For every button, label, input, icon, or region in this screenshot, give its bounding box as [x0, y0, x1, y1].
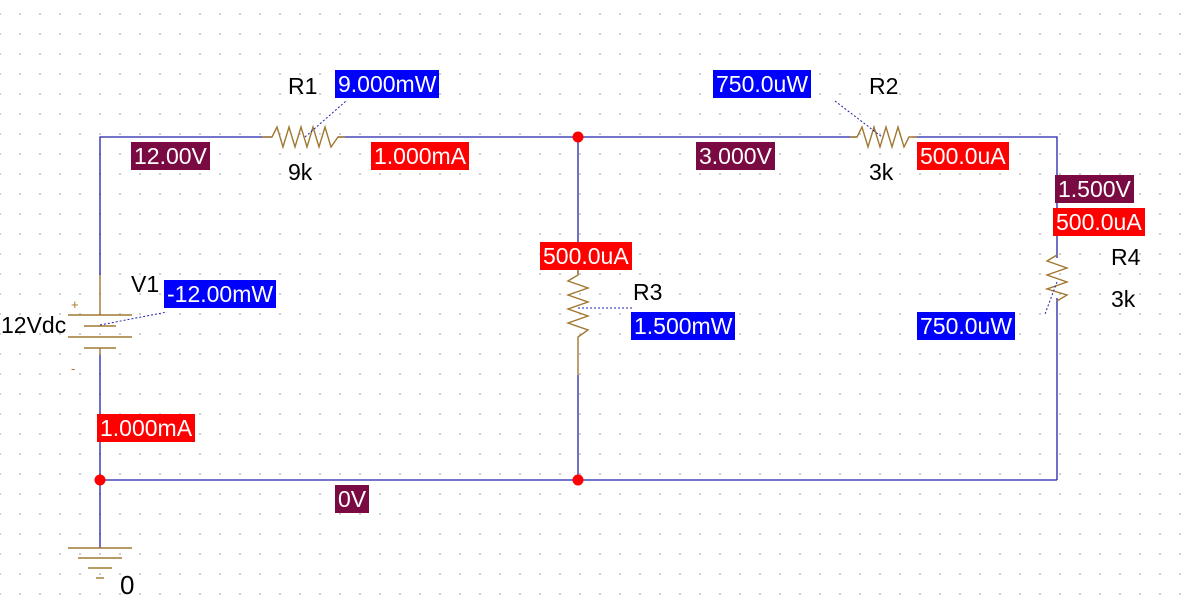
power-marker-r4[interactable]: 750.0uW	[917, 312, 1016, 340]
voltage-marker-n1[interactable]: 12.00V	[131, 142, 210, 170]
r4-value-label[interactable]: 3k	[1111, 286, 1136, 312]
r1-value-label[interactable]: 9k	[288, 159, 313, 185]
current-marker-v1[interactable]: 1.000mA	[97, 414, 196, 442]
current-marker-r4[interactable]: 500.0uA	[1053, 208, 1145, 236]
v1-value-label[interactable]: 12Vdc	[1, 312, 67, 338]
resistor-r2-symbol[interactable]	[850, 124, 917, 150]
power-marker-r2[interactable]: 750.0uW	[713, 70, 812, 98]
resistor-r1-symbol[interactable]	[262, 124, 345, 150]
power-marker-r3[interactable]: 1.500mW	[631, 312, 736, 340]
ground-symbol[interactable]	[68, 547, 132, 579]
voltage-marker-ground[interactable]: 0V	[335, 485, 370, 513]
power-marker-r1[interactable]: 9.000mW	[335, 70, 440, 98]
resistor-r4-symbol[interactable]	[1044, 254, 1070, 302]
components	[68, 124, 1070, 579]
power-marker-v1[interactable]: -12.00mW	[164, 280, 277, 308]
junction-bottom-left[interactable]	[94, 474, 106, 486]
ground-label[interactable]: 0	[120, 570, 135, 600]
r2-value-label[interactable]: 3k	[869, 159, 894, 185]
current-marker-r1[interactable]: 1.000mA	[371, 142, 470, 170]
resistor-r3-symbol[interactable]	[565, 268, 591, 375]
voltage-source-v1-symbol[interactable]	[68, 275, 132, 355]
leader-lines	[99, 100, 1058, 326]
current-marker-r2[interactable]: 500.0uA	[917, 142, 1009, 170]
junction-top-mid[interactable]	[572, 131, 584, 143]
v1-plus-sign: +	[71, 297, 79, 312]
current-marker-r3[interactable]: 500.0uA	[540, 242, 632, 270]
r2-ref-label[interactable]: R2	[869, 73, 899, 99]
r3-ref-label[interactable]: R3	[633, 279, 663, 305]
wire-left-top[interactable]	[99, 136, 272, 275]
v1-ref-label[interactable]: V1	[131, 271, 160, 297]
r4-ref-label[interactable]: R4	[1111, 244, 1141, 270]
junction-bottom-mid[interactable]	[572, 474, 584, 486]
voltage-marker-n2[interactable]: 3.000V	[696, 142, 775, 170]
r1-ref-label[interactable]: R1	[288, 73, 318, 99]
voltage-marker-n3[interactable]: 1.500V	[1055, 175, 1134, 203]
junctions	[94, 131, 584, 486]
v1-minus-sign: -	[71, 361, 76, 376]
